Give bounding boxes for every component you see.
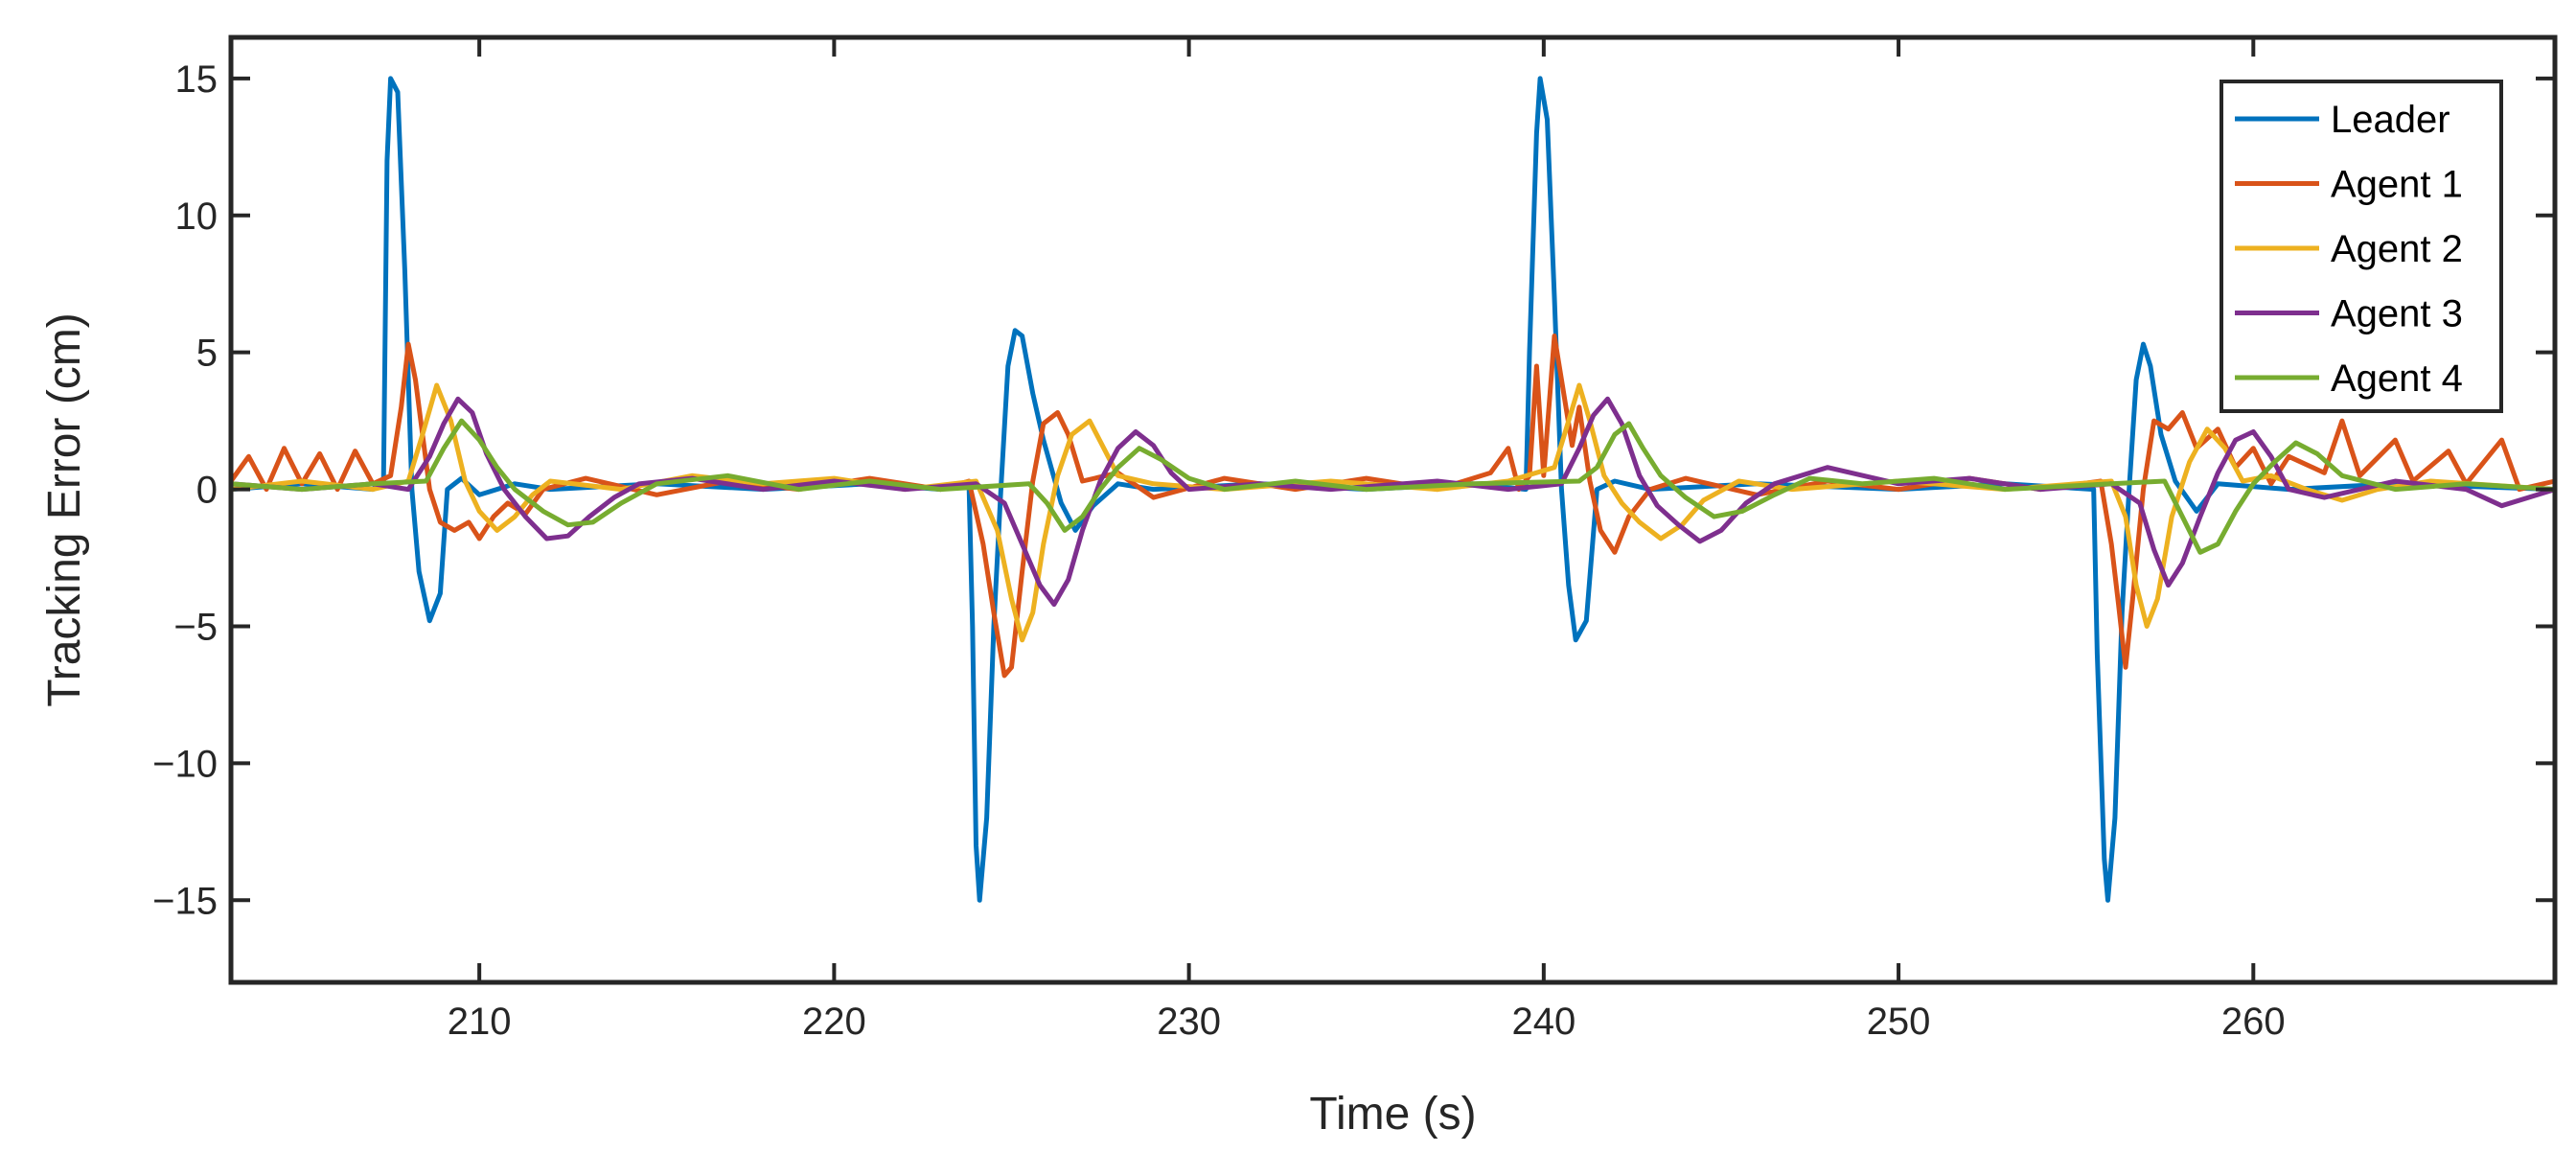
series-line-agent-3	[228, 396, 2558, 608]
legend-label: Agent 2	[2331, 228, 2463, 270]
y-tick-label: −10	[152, 743, 218, 785]
x-tick-label: 220	[802, 1001, 866, 1043]
y-tick-label: 5	[196, 333, 218, 375]
x-tick-label: 240	[1511, 1001, 1576, 1043]
x-tick-label: 260	[2221, 1001, 2286, 1043]
series-line-agent-1	[228, 334, 2558, 679]
tick-group: 210 220 230 240 250 260 −15 −10 −5 0 5 10 15	[152, 37, 2555, 1043]
y-tick-label: 0	[196, 470, 218, 512]
x-tick-label: 210	[448, 1001, 512, 1043]
y-tick-label: 15	[175, 58, 218, 101]
legend-label: Agent 3	[2331, 293, 2463, 335]
y-tick-label: −15	[152, 880, 218, 922]
y-tick-label: −5	[173, 606, 218, 648]
y-axis-label: Tracking Error (cm)	[39, 312, 90, 707]
legend-entries: Leader Agent 1 Agent 2 Agent 3 Agent 4	[2235, 99, 2463, 400]
legend: Leader Agent 1 Agent 2 Agent 3 Agent 4	[2220, 80, 2503, 413]
plot-area	[231, 37, 2555, 982]
plot-frame	[228, 35, 2558, 985]
x-tick-label: 250	[1867, 1001, 1931, 1043]
legend-label: Agent 4	[2331, 357, 2463, 400]
legend-label: Agent 1	[2331, 164, 2463, 206]
series-group	[228, 76, 2558, 903]
legend-label: Leader	[2331, 99, 2450, 141]
series-line-agent-4	[228, 418, 2558, 555]
x-axis-label: Time (s)	[1309, 1089, 1476, 1140]
x-tick-label: 230	[1157, 1001, 1221, 1043]
y-tick-label: 10	[175, 196, 218, 238]
